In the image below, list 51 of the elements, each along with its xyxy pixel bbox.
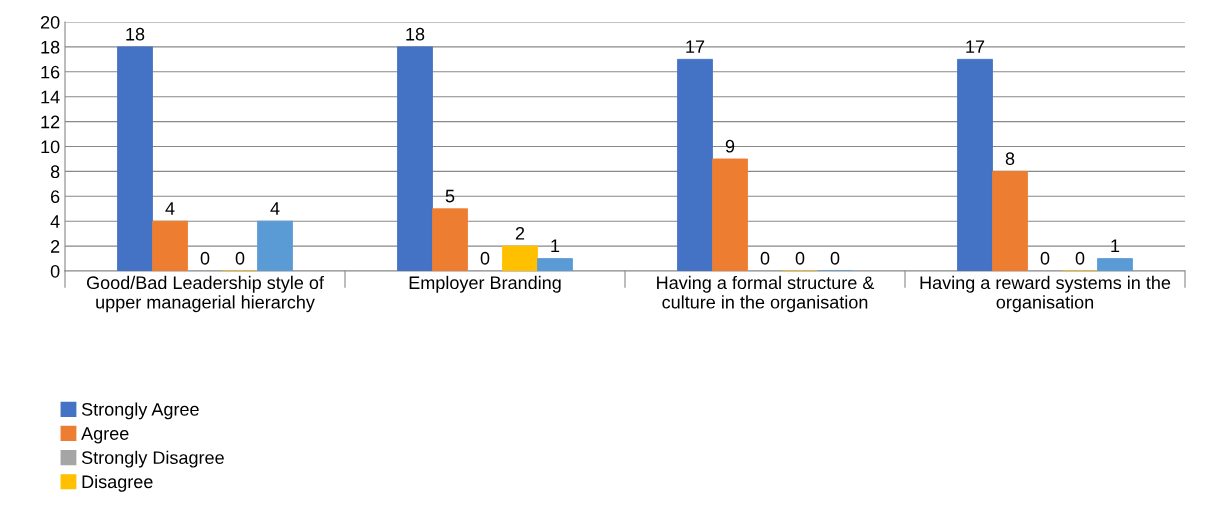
legend-label: Disagree bbox=[82, 474, 153, 492]
data-label: 0 bbox=[760, 251, 770, 265]
legend-label: Strongly Agree bbox=[81, 402, 199, 420]
data-label: 4 bbox=[270, 202, 280, 215]
x-tick-label: Employer Branding bbox=[409, 275, 561, 293]
y-tick-label: 18 bbox=[41, 40, 60, 54]
data-label: 4 bbox=[165, 202, 175, 215]
data-label: 18 bbox=[406, 27, 425, 41]
y-tick-label: 0 bbox=[50, 264, 60, 278]
data-label: 1 bbox=[1111, 239, 1120, 253]
data-label: 17 bbox=[686, 40, 705, 53]
data-label: 9 bbox=[725, 139, 735, 153]
bar bbox=[537, 258, 573, 271]
data-label: 0 bbox=[1075, 251, 1085, 265]
data-label: 18 bbox=[126, 27, 145, 41]
bar bbox=[957, 58, 993, 271]
y-tick-label: 12 bbox=[41, 115, 60, 129]
legend-label: Strongly Disagree bbox=[81, 450, 224, 468]
y-tick-label: 2 bbox=[51, 240, 60, 253]
data-label: 0 bbox=[1040, 251, 1050, 265]
x-tick-label: Good/Bad Leadership style of upper managerial hierarchy bbox=[86, 275, 324, 313]
x-tick-label: Having a reward systems in the organisation bbox=[920, 275, 1171, 313]
data-label: 0 bbox=[235, 251, 245, 265]
data-label: 0 bbox=[830, 251, 840, 265]
data-label: 0 bbox=[200, 251, 210, 265]
bar bbox=[712, 158, 748, 271]
bar bbox=[152, 220, 188, 271]
bar bbox=[432, 208, 468, 271]
data-label: 5 bbox=[445, 189, 455, 203]
data-label: 0 bbox=[795, 251, 805, 265]
bar bbox=[677, 58, 713, 271]
data-label: 2 bbox=[515, 226, 525, 240]
bar bbox=[257, 220, 293, 271]
bar bbox=[397, 46, 433, 271]
bar bbox=[502, 245, 538, 271]
legend-label: Agree bbox=[81, 427, 129, 444]
bar bbox=[1097, 258, 1133, 271]
y-tick-label: 16 bbox=[41, 65, 60, 79]
y-tick-label: 8 bbox=[50, 165, 60, 179]
data-label: 8 bbox=[1005, 152, 1015, 166]
data-label: 17 bbox=[966, 40, 985, 53]
x-tick-label: Having a formal structure & culture in the organisation bbox=[657, 275, 875, 313]
bar bbox=[992, 170, 1028, 271]
y-tick-label: 6 bbox=[51, 190, 60, 204]
data-label: 0 bbox=[480, 251, 490, 265]
y-tick-label: 10 bbox=[41, 140, 60, 154]
y-tick-label: 14 bbox=[41, 90, 60, 104]
bar bbox=[117, 46, 153, 271]
data-label: 1 bbox=[551, 239, 560, 253]
y-tick-label: 20 bbox=[40, 15, 60, 29]
y-tick-label: 4 bbox=[50, 215, 60, 228]
